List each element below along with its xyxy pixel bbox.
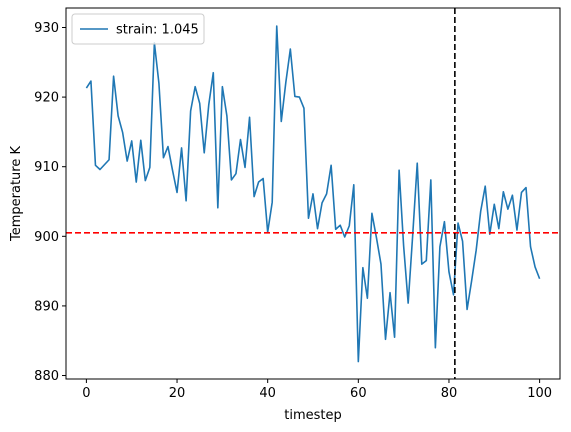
x-tick-label: 80 — [441, 386, 458, 401]
y-tick-label: 890 — [34, 299, 59, 314]
series-line-0 — [85, 25, 541, 363]
y-tick-label: 910 — [34, 160, 59, 175]
y-tick-label: 880 — [34, 369, 59, 384]
y-axis-label: Temperature K — [9, 146, 24, 242]
x-tick-label: 100 — [527, 386, 552, 401]
y-tick-label: 900 — [34, 230, 59, 245]
x-tick-label: 40 — [259, 386, 276, 401]
legend-label: strain: 1.045 — [116, 23, 199, 38]
legend-box — [71, 13, 205, 45]
y-tick-label: 920 — [34, 91, 59, 106]
x-tick-label: 60 — [350, 386, 367, 401]
x-tick-label: 0 — [82, 386, 90, 401]
x-axis-label: timestep — [284, 408, 342, 423]
x-tick-label: 20 — [169, 386, 186, 401]
plot-frame — [65, 7, 561, 380]
y-tick-label: 930 — [34, 21, 59, 36]
